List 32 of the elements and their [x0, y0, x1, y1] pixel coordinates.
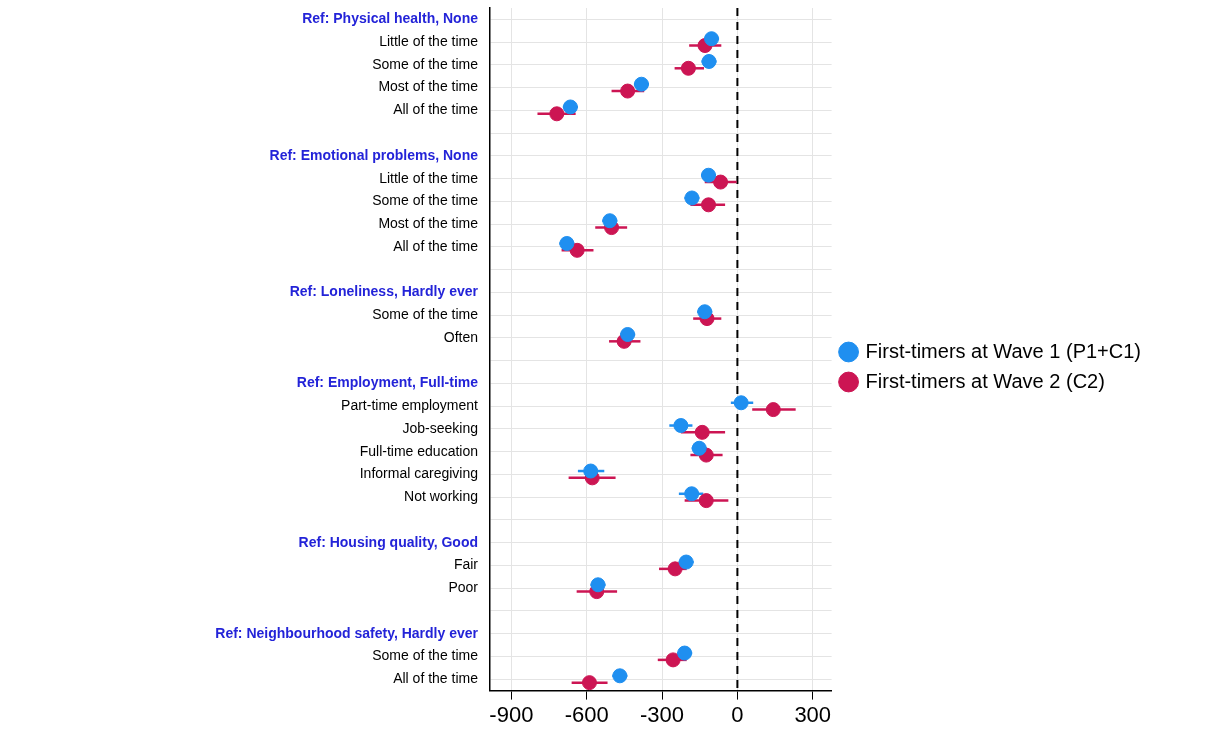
y-tick-label: Job-seeking: [402, 419, 478, 436]
y-tick-label: All of the time: [393, 101, 479, 118]
y-tick-label: Ref: Housing quality, Good: [298, 533, 478, 550]
y-tick-label: Some of the time: [372, 647, 479, 664]
y-tick-label: Ref: Neighbourhood safety, Hardly ever: [215, 624, 479, 641]
y-tick-label: Some of the time: [372, 192, 479, 209]
x-tick-label: -600: [564, 701, 609, 727]
y-tick-label: Ref: Emotional problems, None: [269, 146, 479, 163]
y-tick-label: Poor: [448, 579, 479, 596]
x-tick-label: 0: [731, 701, 744, 727]
y-tick-label: Most of the time: [378, 215, 479, 232]
y-tick-label: Often: [443, 328, 478, 345]
y-tick-label: Fair: [453, 556, 479, 573]
y-tick-label: Little of the time: [379, 169, 479, 186]
y-tick-label: All of the time: [393, 237, 479, 254]
y-tick-label: Part-time employment: [341, 397, 479, 414]
legend-label: First-timers at Wave 2 (C2): [865, 369, 1105, 392]
y-tick-label: Ref: Employment, Full-time: [296, 374, 479, 391]
y-tick-label: Some of the time: [372, 55, 479, 72]
y-tick-label: Ref: Loneliness, Hardly ever: [289, 283, 479, 300]
x-tick-label: 300: [794, 701, 832, 727]
legend-label: First-timers at Wave 1 (P1+C1): [865, 339, 1141, 362]
y-tick-label: Little of the time: [379, 32, 479, 49]
y-tick-label: Informal caregiving: [359, 465, 478, 482]
y-tick-label: Full-time education: [359, 442, 478, 459]
y-tick-label: Ref: Physical health, None: [302, 10, 479, 27]
y-tick-label: All of the time: [393, 670, 479, 687]
y-tick-label: Most of the time: [378, 78, 479, 95]
y-tick-label: Some of the time: [372, 306, 479, 323]
x-tick-label: -300: [640, 701, 685, 727]
y-tick-label: Not working: [404, 488, 478, 505]
x-tick-label: -900: [489, 701, 534, 727]
